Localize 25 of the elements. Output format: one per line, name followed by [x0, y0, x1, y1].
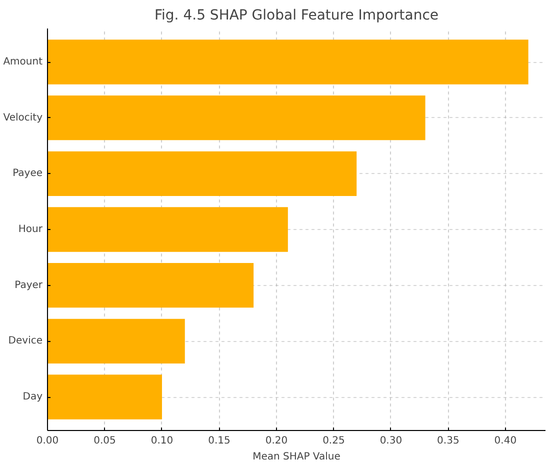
x-tick-label: 0.10: [150, 436, 174, 446]
chart-title: Fig. 4.5 SHAP Global Feature Importance: [154, 8, 438, 24]
bar: [48, 263, 254, 308]
x-tick-label: 0.00: [36, 436, 59, 446]
bar: [48, 207, 288, 252]
y-tick-label: Velocity: [3, 112, 43, 124]
bar: [48, 374, 162, 420]
x-tick-label: 0.35: [437, 436, 460, 446]
y-tick-label: Day: [22, 392, 43, 402]
x-tick-label: 0.40: [494, 436, 517, 446]
bar: [48, 96, 426, 140]
y-tick-label: Hour: [18, 224, 44, 235]
x-tick-label: 0.05: [94, 436, 116, 446]
y-tick-label: Payer: [14, 280, 44, 291]
y-tick-label: Device: [8, 336, 43, 347]
bar: [48, 40, 528, 84]
y-tick-label: Amount: [3, 56, 43, 68]
x-tick-label: 0.15: [208, 436, 230, 446]
x-tick-label: 0.25: [322, 436, 345, 446]
y-tick-label: Payee: [12, 168, 43, 180]
x-tick-label: 0.20: [265, 436, 288, 446]
x-axis-title: Mean SHAP Value: [252, 452, 340, 462]
x-tick-label: 0.30: [380, 436, 402, 446]
bar: [48, 318, 185, 364]
bar: [48, 151, 357, 196]
